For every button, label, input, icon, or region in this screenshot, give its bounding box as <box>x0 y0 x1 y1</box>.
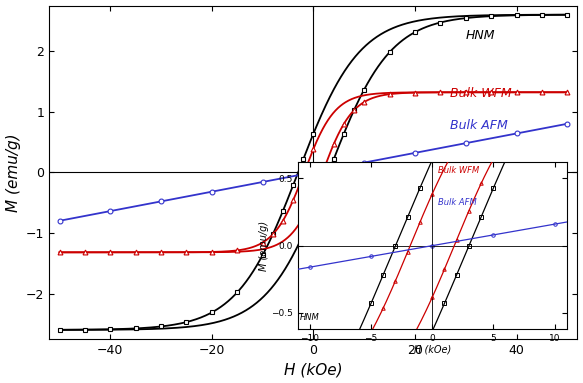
Text: Bulk WFM: Bulk WFM <box>451 87 512 100</box>
Text: Bulk AFM: Bulk AFM <box>451 119 508 132</box>
Text: HNM: HNM <box>466 29 495 42</box>
Y-axis label: M (emu/g): M (emu/g) <box>6 133 20 211</box>
X-axis label: H (kOe): H (kOe) <box>284 362 343 377</box>
